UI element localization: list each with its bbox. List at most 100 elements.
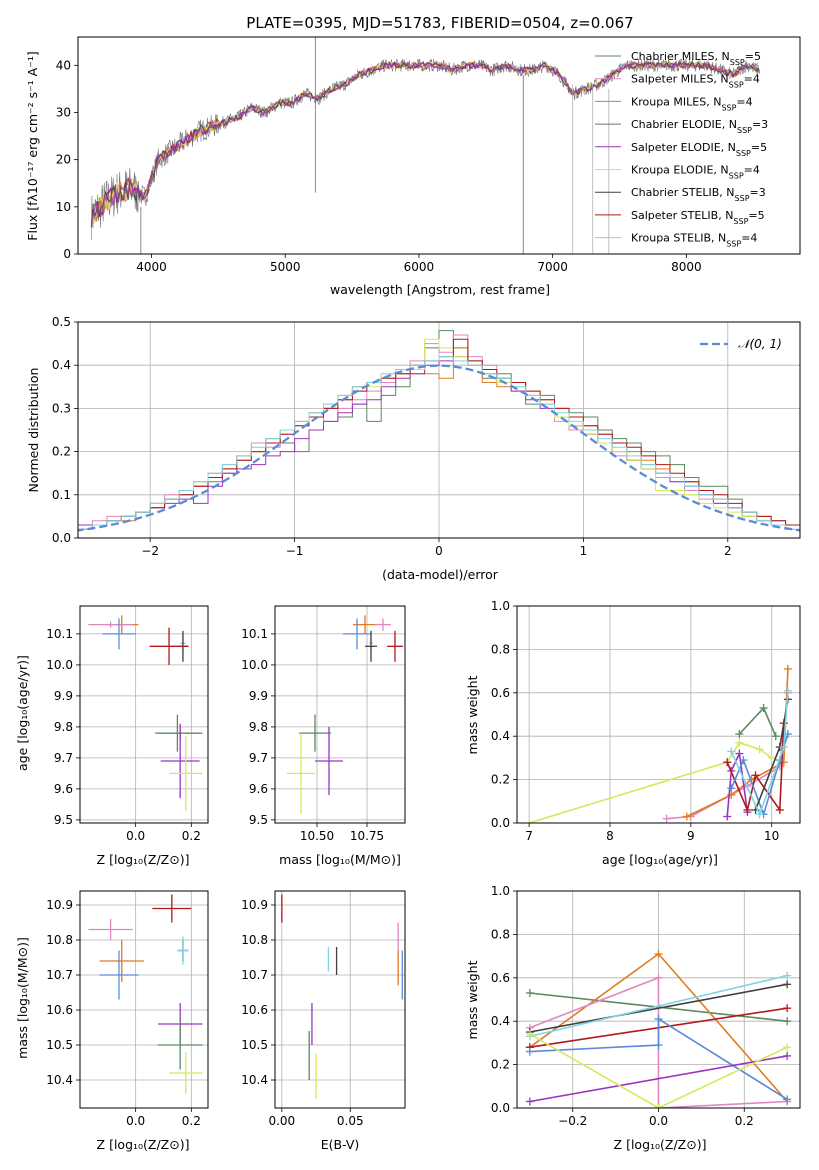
y-tick-label: 10.7: [241, 968, 268, 982]
x-tick-label: −1: [286, 544, 304, 558]
weight-marker: [525, 988, 534, 997]
errorbar-point: [365, 630, 377, 662]
weight-marker: [783, 1095, 792, 1104]
x-tick-label: 7: [525, 829, 533, 843]
y-tick-label: 0.4: [491, 1014, 510, 1028]
y-tick-label: 10.1: [241, 627, 268, 641]
y-tick-label: 9.7: [249, 751, 268, 765]
errorbar-point: [287, 733, 315, 814]
errorbar-point: [88, 919, 133, 940]
weight-marker: [525, 819, 534, 823]
weight-marker: [783, 1017, 792, 1026]
weight-marker: [682, 812, 691, 821]
weight-marker: [654, 973, 663, 982]
model-spectrum-salpeter_elodie: [90, 61, 759, 227]
plot-area: [90, 37, 761, 254]
y-tick-label: 10: [56, 200, 71, 214]
y-tick-label: 10.7: [46, 968, 73, 982]
weight-vs-age-xlabel: age [log₁₀(age/yr)]: [602, 852, 718, 867]
spectrum-title: PLATE=0395, MJD=51783, FIBERID=0504, z=0…: [246, 14, 633, 32]
x-tick-label: 0.0: [649, 1114, 668, 1128]
weight-marker: [767, 753, 776, 762]
weight-marker: [759, 703, 768, 712]
weight-marker: [739, 756, 748, 765]
axes-frame: [516, 890, 801, 1109]
y-tick-label: 10.9: [46, 898, 73, 912]
x-tick-label: 6000: [404, 260, 435, 274]
y-tick-label: 10.0: [46, 658, 73, 672]
y-tick-label: 9.9: [249, 689, 268, 703]
legend-entry: Salpeter ELODIE, NSSP=5: [631, 141, 767, 158]
weight-marker: [525, 1030, 534, 1039]
axes-frame: [516, 605, 801, 824]
weight-vs-age-ylabel: mass weight: [465, 675, 480, 754]
y-tick-label: 0.6: [491, 971, 510, 985]
axes-frame: [274, 605, 406, 824]
x-tick-label: 7000: [537, 260, 568, 274]
x-tick-label: 0.2: [735, 1114, 754, 1128]
x-tick-label: 0: [435, 544, 443, 558]
weight-marker: [783, 1051, 792, 1060]
y-tick-label: 0.0: [52, 531, 71, 545]
mass-vs-ebv-panel: 0.00 0.05 10.4 10.5 10.6 10.7 10.8 10.9: [241, 890, 406, 1128]
y-tick-label: 0.5: [52, 315, 71, 329]
axes-frame: [77, 321, 801, 539]
weight-vs-metallicity-panel: −0.2 0.0 0.2 0.0 0.2 0.4 0.6 0.8 1.0: [491, 884, 801, 1128]
weight-line-blue_extra: [529, 1017, 788, 1100]
weight-marker: [525, 1047, 534, 1056]
weight-marker: [735, 749, 744, 758]
y-tick-label: 20: [56, 153, 71, 167]
x-tick-label: 0.00: [268, 1114, 295, 1128]
weight-marker: [727, 747, 736, 756]
weight-marker: [735, 730, 744, 739]
weight-marker: [775, 805, 784, 814]
weight-marker: [727, 784, 736, 793]
legend-entry: Kroupa ELODIE, NSSP=4: [631, 164, 760, 181]
x-tick-label: −0.2: [558, 1114, 587, 1128]
plot-area: [88, 894, 203, 1094]
weight-line-chabrier_stelib: [529, 983, 788, 1033]
x-tick-label: 0.0: [126, 1114, 145, 1128]
y-tick-label: 0.0: [491, 1101, 510, 1115]
weight-marker: [654, 1104, 663, 1108]
y-tick-label: 10.0: [241, 658, 268, 672]
y-tick-label: 0.2: [491, 1058, 510, 1072]
errorbar-point: [177, 936, 189, 965]
legend-entry: Kroupa MILES, NSSP=4: [631, 95, 753, 112]
errorbar-point: [157, 1020, 203, 1070]
plot-area: [287, 615, 403, 814]
weight-marker: [654, 1015, 663, 1024]
weight-line-salpeter_elodie: [529, 1055, 788, 1103]
y-tick-label: 0.6: [491, 686, 510, 700]
weight-marker: [751, 771, 760, 780]
y-tick-label: 10.8: [46, 933, 73, 947]
x-tick-label: 8000: [671, 260, 702, 274]
y-tick-label: 10.6: [241, 1003, 268, 1017]
weight-line-kroupa_stelib: [730, 690, 789, 817]
y-tick-label: 10.4: [241, 1073, 268, 1087]
age-vs-metallicity-panel: 0.0 0.2 9.5 9.6 9.7 9.8 9.9 10.0 10.1: [46, 605, 209, 843]
x-tick-label: 1: [580, 544, 588, 558]
weight-marker: [662, 814, 671, 823]
weight-vs-age-panel: 7 8 9 10 0.0 0.2 0.4 0.6 0.8 1.0: [491, 599, 801, 843]
x-tick-label: −2: [141, 544, 159, 558]
mass-vs-metallicity-panel: 0.0 0.2 10.4 10.5 10.6 10.7 10.8 10.9: [46, 890, 209, 1128]
mass-vs-Z-ylabel: mass [log₁₀(M/M⊙)]: [15, 937, 30, 1059]
weight-line-kroupa_elodie: [529, 1033, 788, 1108]
y-tick-label: 0.4: [52, 358, 71, 372]
weight-vs-Z-ylabel: mass weight: [465, 960, 480, 1039]
plot-area: [88, 615, 203, 811]
x-tick-label: 4000: [136, 260, 167, 274]
y-tick-label: 9.6: [54, 782, 73, 796]
y-tick-label: 10.8: [241, 933, 268, 947]
plot-area: [525, 949, 792, 1108]
weight-marker: [783, 971, 792, 980]
y-tick-label: 9.7: [54, 751, 73, 765]
errorbar-point: [169, 1052, 203, 1094]
y-tick-label: 0.1: [52, 488, 71, 502]
y-tick-label: 0.3: [52, 401, 71, 415]
weight-marker: [783, 686, 792, 695]
errorbar-point: [375, 618, 391, 631]
y-tick-label: 10.1: [46, 627, 73, 641]
